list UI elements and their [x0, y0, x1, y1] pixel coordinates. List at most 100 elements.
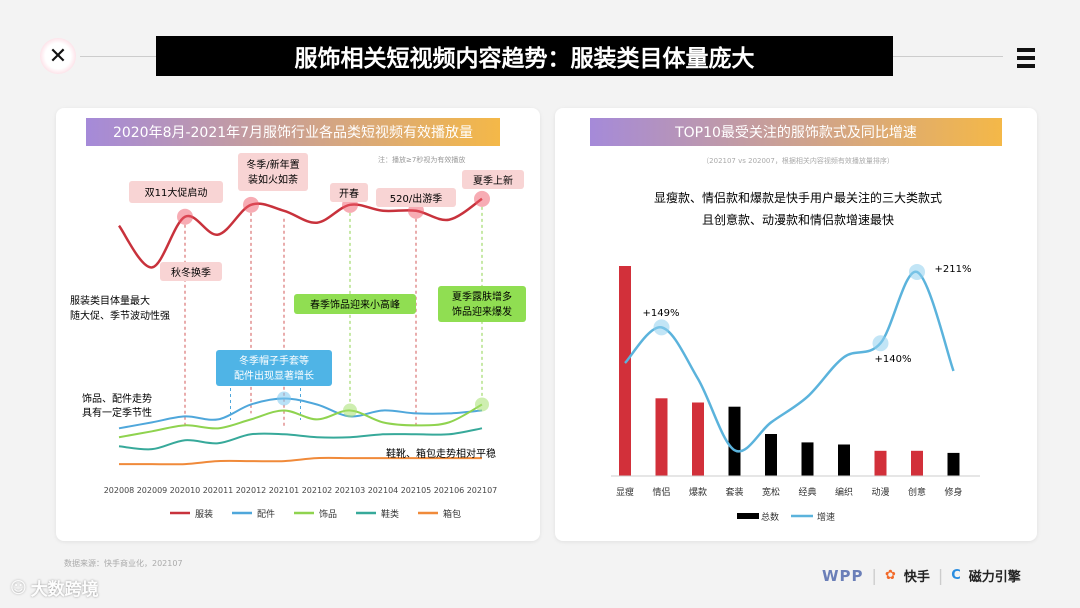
- side-label-accessory-2: 具有一定季节性: [82, 406, 152, 419]
- event-label-bg: [376, 188, 456, 207]
- event-label-double11: 双11大促启动: [145, 186, 208, 199]
- legend-label-total: 总数: [761, 511, 779, 523]
- side-label-shoes-bags: 鞋靴、箱包走势相对平稳: [386, 447, 496, 460]
- menu-icon[interactable]: [1017, 48, 1035, 72]
- kuaishou-icon: ✿: [884, 568, 896, 583]
- peak-marker: [475, 397, 489, 412]
- category-label: 宽松: [762, 486, 780, 498]
- kuaishou-logo: 快手: [903, 570, 930, 585]
- legend-label: 配件: [257, 508, 275, 520]
- category-label: 情侣: [652, 486, 670, 498]
- event-label-bg: [462, 170, 524, 189]
- bar-情侣: [655, 398, 668, 476]
- left-chart-title: 2020年8月-2021年7月服饰行业各品类短视频有效播放量: [86, 118, 500, 146]
- series-line-2: [118, 397, 483, 430]
- peak-marker: [343, 403, 357, 418]
- x-tick-label: 202105: [401, 486, 432, 495]
- growth-label-couple: +149%: [643, 308, 680, 319]
- growth-line: [624, 270, 955, 453]
- chart-note: 注：播放≥7秒视为有效播放: [378, 155, 465, 164]
- bar-显瘦: [619, 266, 631, 476]
- event-label-bg: [330, 183, 368, 202]
- legend-label: 服装: [195, 508, 213, 520]
- watermark-icon: ☺: [10, 578, 27, 597]
- x-tick-label: 202011: [203, 486, 234, 495]
- category-label: 动漫: [871, 486, 889, 498]
- data-source: 数据来源：快手商业化，202107: [64, 559, 183, 568]
- page-title: 服饰相关短视频内容趋势：服装类目体量庞大: [156, 36, 893, 76]
- series-line-4: [118, 427, 483, 451]
- bar-修身: [947, 452, 960, 476]
- header-rule-right: [893, 56, 1003, 57]
- x-tick-label: 202008: [104, 486, 135, 495]
- header-rule-left: [80, 56, 156, 57]
- bar-动漫: [874, 450, 887, 476]
- callout-bg: [216, 350, 332, 386]
- x-tick-label: 202012: [236, 486, 267, 495]
- growth-label-anime: +140%: [875, 354, 912, 365]
- logo-divider: |: [937, 566, 944, 585]
- right-headline-1: 显瘦款、情侣款和爆款是快手用户最关注的三大类款式: [654, 190, 942, 205]
- watermark: ☺ 大数跨境: [10, 575, 99, 600]
- event-label-autumn: 秋冬换季: [171, 266, 211, 279]
- callout-summer-2: 饰品迎来爆发: [452, 305, 512, 318]
- side-label-accessory-1: 饰品、配件走势: [82, 392, 152, 405]
- watermark-text: 大数跨境: [30, 580, 99, 600]
- growth-marker: [872, 335, 889, 352]
- event-label-spring: 开春: [339, 188, 359, 200]
- category-label: 经典: [798, 486, 816, 498]
- category-label: 修身: [944, 486, 962, 498]
- event-label-winter-2: 装如火如荼: [248, 173, 298, 186]
- callout-winter-2: 配件出现显著增长: [234, 369, 314, 382]
- peak-marker: [243, 196, 259, 213]
- growth-label-creative: +211%: [935, 264, 972, 275]
- side-label-clothing-2: 随大促、季节波动性强: [70, 309, 170, 322]
- category-label: 编织: [835, 486, 853, 498]
- peak-marker: [177, 208, 193, 225]
- callout-winter-1: 冬季帽子手套等: [239, 354, 309, 367]
- legend-label: 鞋类: [381, 508, 399, 520]
- callout-summer-1: 夏季露肤增多: [452, 290, 512, 303]
- x-tick-label: 202102: [302, 486, 333, 495]
- peak-marker: [277, 391, 291, 406]
- event-label-summer: 夏季上新: [473, 174, 513, 187]
- event-label-bg: [238, 153, 308, 191]
- bar-套装: [728, 406, 741, 476]
- logo-divider: |: [871, 566, 877, 585]
- right-chart-title: TOP10最受关注的服饰款式及同比增速: [590, 118, 1002, 146]
- category-label: 创意: [908, 486, 926, 498]
- peak-marker: [474, 190, 490, 207]
- bar-编织: [838, 444, 850, 476]
- growth-marker: [909, 263, 925, 280]
- category-label: 爆款: [689, 486, 707, 498]
- legend-label: 箱包: [443, 508, 461, 520]
- event-label-winter-1: 冬季/新年置: [246, 158, 299, 171]
- legend-label: 饰品: [319, 508, 337, 520]
- category-label: 显瘦: [616, 486, 634, 498]
- callout-bg: [294, 294, 416, 314]
- close-button[interactable]: ✕: [40, 38, 76, 74]
- legend-swatch-total: [737, 513, 759, 519]
- bar-创意: [911, 450, 923, 476]
- callout-spring-accessories: 春季饰品迎来小高峰: [310, 298, 400, 311]
- bar-经典: [801, 442, 814, 476]
- right-subtitle: （202107 vs 202007，根据相关内容视频有效播放量排序）: [702, 156, 894, 165]
- legend-label-growth: 增速: [817, 511, 835, 523]
- growth-marker: [653, 319, 670, 336]
- cili-logo: 磁力引擎: [968, 570, 1021, 585]
- bar-爆款: [692, 402, 704, 476]
- event-label-520: 520/出游季: [390, 192, 442, 205]
- series-line-1: [117, 197, 483, 269]
- close-icon: ✕: [48, 43, 68, 69]
- right-headline-2: 且创意款、动漫款和情侣款增速最快: [702, 212, 894, 227]
- event-label-bg: [160, 262, 222, 281]
- left-line-chart: 注：播放≥7秒视为有效播放 双11大促启动 冬季/新年置 装如火如荼 开春 52…: [70, 153, 526, 520]
- cili-icon: C: [951, 568, 961, 583]
- event-label-bg: [129, 181, 223, 203]
- x-tick-label: 202101: [269, 486, 300, 495]
- wpp-logo: WPP: [822, 566, 864, 585]
- series-line-5: [118, 456, 482, 466]
- side-label-clothing-1: 服装类目体量最大: [70, 294, 150, 307]
- right-bar-chart: （202107 vs 202007，根据相关内容视频有效播放量排序） 显瘦款、情…: [611, 156, 980, 523]
- callout-bg: [438, 286, 526, 322]
